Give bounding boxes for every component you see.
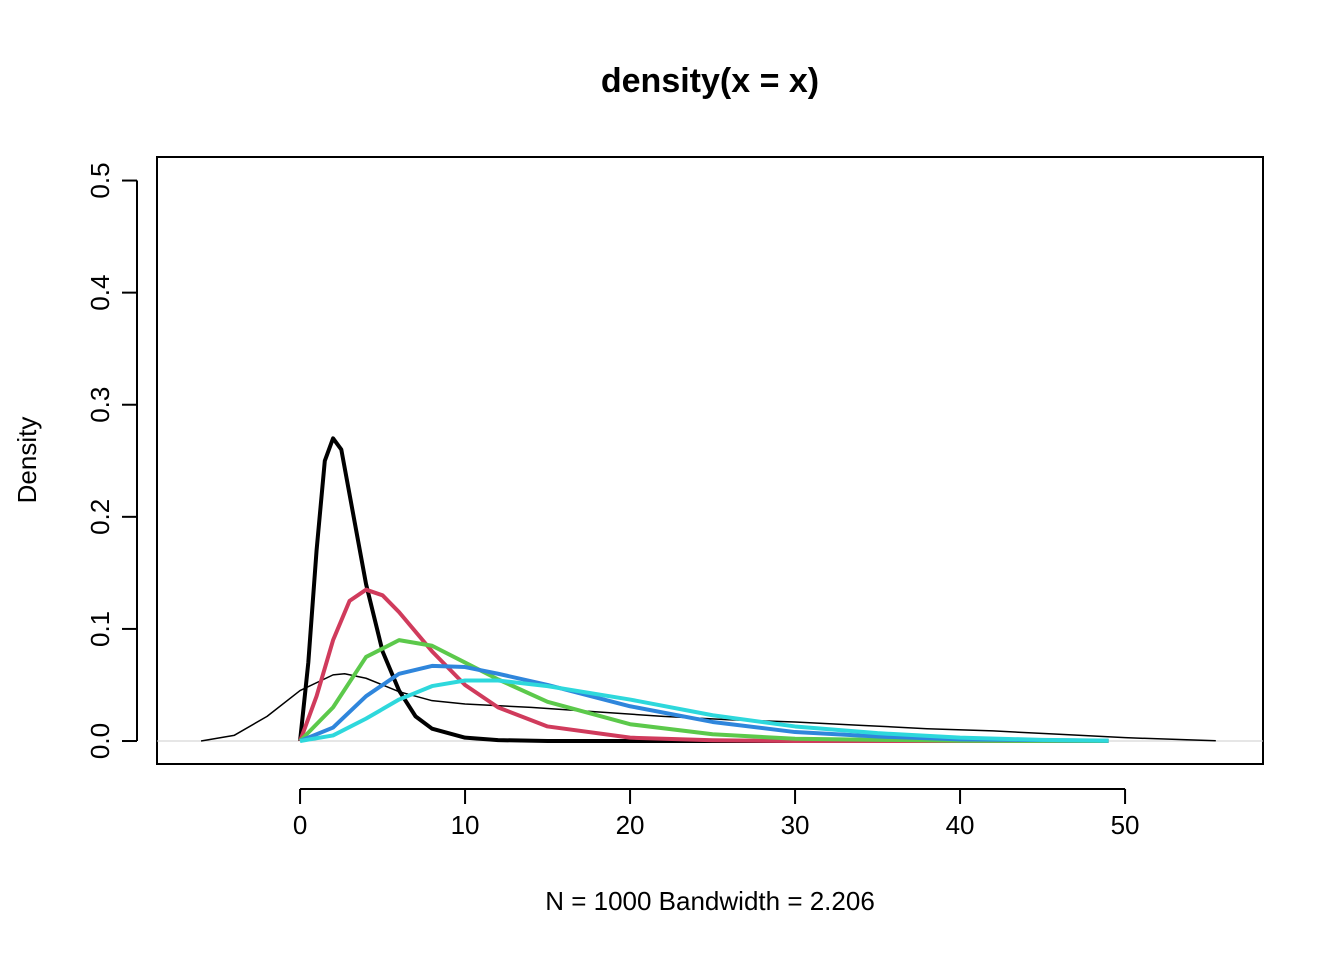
x-tick-label: 50 <box>1111 810 1140 840</box>
chart-title: density(x = x) <box>601 62 819 100</box>
x-tick-label: 40 <box>946 810 975 840</box>
x-tick-label: 10 <box>451 810 480 840</box>
density-line <box>298 587 1109 744</box>
density-line <box>299 663 1109 743</box>
y-tick-label: 0.4 <box>85 275 115 311</box>
density-line <box>299 678 1109 743</box>
x-tick-label: 30 <box>781 810 810 840</box>
y-tick-label: 0.1 <box>85 611 115 647</box>
y-tick-label: 0.3 <box>85 387 115 423</box>
density-line <box>200 673 1216 742</box>
density-line <box>298 436 1109 744</box>
y-tick-label: 0.5 <box>85 162 115 198</box>
y-axis-label: Density <box>12 417 42 504</box>
plot-frame <box>156 156 1264 765</box>
x-axis-label: N = 1000 Bandwidth = 2.206 <box>545 886 875 916</box>
x-tick-label: 20 <box>616 810 645 840</box>
y-tick-label: 0.2 <box>85 499 115 535</box>
x-tick-label: 0 <box>293 810 307 840</box>
y-tick-label: 0.0 <box>85 723 115 759</box>
